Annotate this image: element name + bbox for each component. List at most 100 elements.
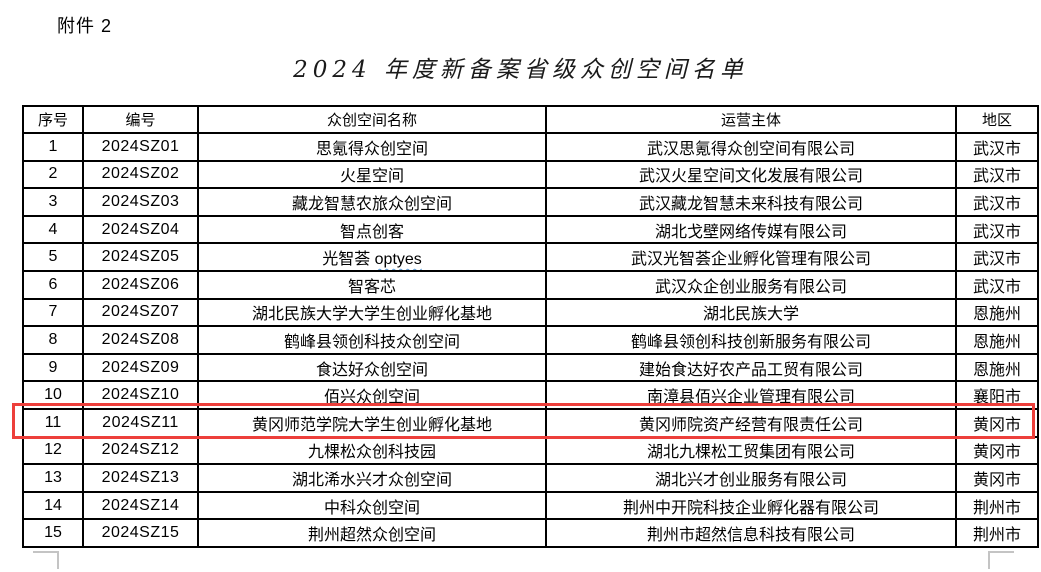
table-row: 4 2024SZ04 智点创客 湖北戈壁网络传媒有限公司 武汉市 [22, 214, 1039, 245]
page-title: 2024 年度新备案省级众创空间名单 [293, 57, 748, 83]
table-body: 1 2024SZ01 思氪得众创空间 武汉思氪得众创空间有限公司 武汉市 2 2024SZ0… [22, 132, 1039, 548]
cell-region: 恩施州 [955, 297, 1039, 328]
cell-name: 中科众创空间 [197, 490, 547, 521]
cell-code: 2024SZ15 [82, 518, 199, 548]
cell-region: 黄冈市 [955, 407, 1039, 438]
cell-name: 湖北浠水兴才众创空间 [197, 463, 547, 493]
cell-serial: 5 [22, 242, 84, 272]
column-header-2: 众创空间名称 [197, 105, 547, 134]
table-row: 15 2024SZ15 荆州超然众创空间 荆州市超然信息科技有限公司 荆州市 [22, 518, 1039, 548]
cell-serial: 6 [22, 269, 84, 300]
table-row: 1 2024SZ01 思氪得众创空间 武汉思氪得众创空间有限公司 武汉市 [22, 132, 1039, 162]
table-header-row: 序号 编号 众创空间名称 运营主体 地区 [22, 105, 1039, 134]
table-row: 14 2024SZ14 中科众创空间 荆州中开院科技企业孵化器有限公司 荆州市 [22, 490, 1039, 521]
column-header-3: 运营主体 [545, 105, 957, 134]
cell-code: 2024SZ01 [82, 132, 199, 162]
cell-code: 2024SZ09 [82, 352, 199, 383]
cell-serial: 11 [22, 407, 84, 438]
cell-name: 思氪得众创空间 [197, 132, 547, 162]
cell-operator: 武汉光智荟企业孵化管理有限公司 [545, 242, 957, 272]
cell-operator: 武汉思氪得众创空间有限公司 [545, 132, 957, 162]
cell-name: 鹤峰县领创科技众创空间 [197, 325, 547, 355]
cell-code: 2024SZ12 [82, 435, 199, 466]
cell-region: 武汉市 [955, 132, 1039, 162]
cell-operator: 湖北兴才创业服务有限公司 [545, 463, 957, 493]
cell-code: 2024SZ02 [82, 159, 199, 190]
cell-name: 食达好众创空间 [197, 352, 547, 383]
table-row: 13 2024SZ13 湖北浠水兴才众创空间 湖北兴才创业服务有限公司 黄冈市 [22, 463, 1039, 493]
cell-operator: 荆州中开院科技企业孵化器有限公司 [545, 490, 957, 521]
column-header-4: 地区 [955, 105, 1039, 134]
cell-region: 黄冈市 [955, 463, 1039, 493]
cell-serial: 12 [22, 435, 84, 466]
cell-serial: 7 [22, 297, 84, 328]
cell-name: 火星空间 [197, 159, 547, 190]
cell-serial: 4 [22, 214, 84, 245]
cell-region: 武汉市 [955, 214, 1039, 245]
cell-operator: 武汉火星空间文化发展有限公司 [545, 159, 957, 190]
cell-region: 武汉市 [955, 269, 1039, 300]
cell-name: 黄冈师范学院大学生创业孵化基地 [197, 407, 547, 438]
text-boundary-corner-right [988, 551, 1014, 569]
cell-code: 2024SZ10 [82, 380, 199, 410]
cell-code: 2024SZ04 [82, 214, 199, 245]
cell-code: 2024SZ13 [82, 463, 199, 493]
table-row: 5 2024SZ05 光智荟 optyes 武汉光智荟企业孵化管理有限公司 武汉市 [22, 242, 1039, 272]
cell-operator: 武汉藏龙智慧未来科技有限公司 [545, 187, 957, 217]
table-row: 3 2024SZ03 藏龙智慧农旅众创空间 武汉藏龙智慧未来科技有限公司 武汉市 [22, 187, 1039, 217]
cell-region: 武汉市 [955, 187, 1039, 217]
cell-serial: 3 [22, 187, 84, 217]
cell-operator: 武汉众企创业服务有限公司 [545, 269, 957, 300]
cell-name: 荆州超然众创空间 [197, 518, 547, 548]
cell-region: 荆州市 [955, 518, 1039, 548]
cell-code: 2024SZ11 [82, 407, 199, 438]
cell-operator: 黄冈师院资产经营有限责任公司 [545, 407, 957, 438]
cell-name: 九棵松众创科技园 [197, 435, 547, 466]
cell-serial: 15 [22, 518, 84, 548]
text-boundary-corner-left [33, 551, 59, 569]
cell-code: 2024SZ05 [82, 242, 199, 272]
cell-serial: 13 [22, 463, 84, 493]
table-row: 10 2024SZ10 佰兴众创空间 南漳县佰兴企业管理有限公司 襄阳市 [22, 380, 1039, 410]
cell-name: 智客芯 [197, 269, 547, 300]
table-row: 9 2024SZ09 食达好众创空间 建始食达好农产品工贸有限公司 恩施州 [22, 352, 1039, 383]
cell-name: 藏龙智慧农旅众创空间 [197, 187, 547, 217]
cell-serial: 1 [22, 132, 84, 162]
table-row: 7 2024SZ07 湖北民族大学大学生创业孵化基地 湖北民族大学 恩施州 [22, 297, 1039, 328]
cell-name: 湖北民族大学大学生创业孵化基地 [197, 297, 547, 328]
cell-name: 光智荟 optyes [197, 242, 547, 272]
cell-code: 2024SZ07 [82, 297, 199, 328]
cell-region: 武汉市 [955, 159, 1039, 190]
table-row: 2 2024SZ02 火星空间 武汉火星空间文化发展有限公司 武汉市 [22, 159, 1039, 190]
cell-operator: 湖北戈壁网络传媒有限公司 [545, 214, 957, 245]
cell-operator: 建始食达好农产品工贸有限公司 [545, 352, 957, 383]
cell-name: 智点创客 [197, 214, 547, 245]
cell-name: 佰兴众创空间 [197, 380, 547, 410]
cell-region: 恩施州 [955, 352, 1039, 383]
cell-code: 2024SZ08 [82, 325, 199, 355]
attachment-label: 附件 2 [57, 16, 113, 36]
table-row-highlighted: 11 2024SZ11 黄冈师范学院大学生创业孵化基地 黄冈师院资产经营有限责任公司黄… [22, 407, 1039, 438]
cell-operator: 湖北民族大学 [545, 297, 957, 328]
cell-serial: 2 [22, 159, 84, 190]
cell-serial: 8 [22, 325, 84, 355]
cell-region: 武汉市 [955, 242, 1039, 272]
table-row: 8 2024SZ08 鹤峰县领创科技众创空间 鹤峰县领创科技创新服务有限公司 恩施州 [22, 325, 1039, 355]
column-header-1: 编号 [82, 105, 199, 134]
column-header-0: 序号 [22, 105, 84, 134]
cell-operator: 荆州市超然信息科技有限公司 [545, 518, 957, 548]
cell-code: 2024SZ14 [82, 490, 199, 521]
table-row: 6 2024SZ06 智客芯 武汉众企创业服务有限公司 武汉市 [22, 269, 1039, 300]
cell-region: 荆州市 [955, 490, 1039, 521]
cell-operator: 南漳县佰兴企业管理有限公司 [545, 380, 957, 410]
cell-serial: 10 [22, 380, 84, 410]
cell-code: 2024SZ06 [82, 269, 199, 300]
cell-code: 2024SZ03 [82, 187, 199, 217]
cell-operator: 鹤峰县领创科技创新服务有限公司 [545, 325, 957, 355]
table-row: 12 2024SZ12 九棵松众创科技园 湖北九棵松工贸集团有限公司 黄冈市 [22, 435, 1039, 466]
cell-operator: 湖北九棵松工贸集团有限公司 [545, 435, 957, 466]
cell-serial: 14 [22, 490, 84, 521]
cell-region: 黄冈市 [955, 435, 1039, 466]
cell-region: 襄阳市 [955, 380, 1039, 410]
spellcheck-word: optyes [374, 251, 422, 269]
